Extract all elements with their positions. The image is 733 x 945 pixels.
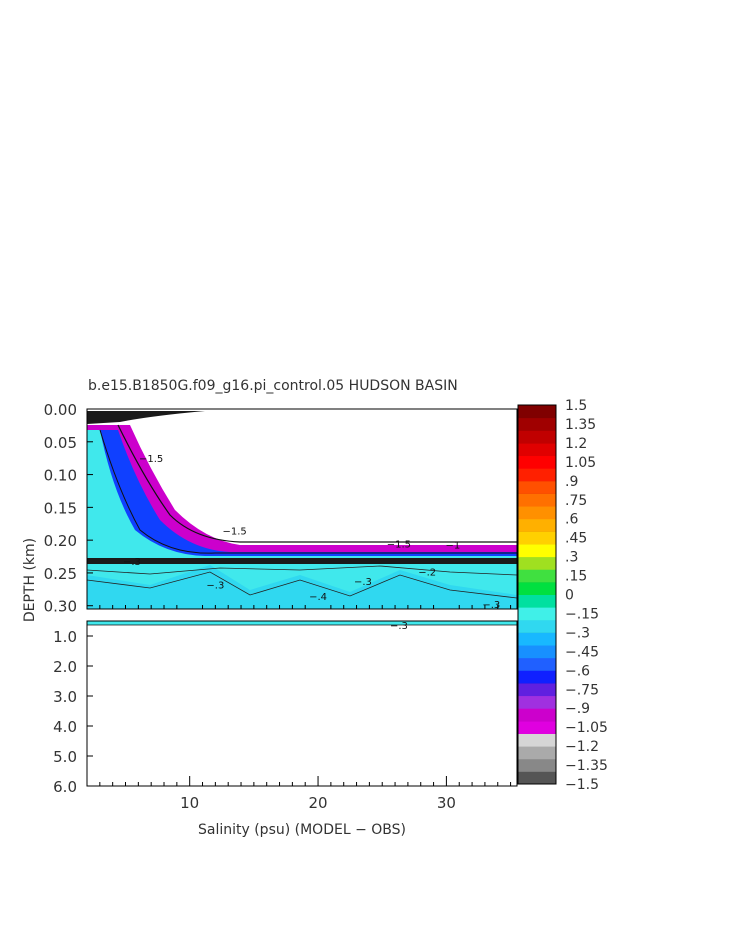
contour-line-deep-2	[87, 565, 517, 576]
colorbar-swatch	[518, 581, 556, 595]
y-tick-label: 2.0	[53, 658, 77, 676]
y-tick-label: 4.0	[53, 718, 77, 736]
contour-label: −1	[445, 541, 460, 552]
y-tick-label: 0.00	[44, 401, 77, 419]
y-tick-label: 0.05	[44, 434, 77, 452]
contour-label: −.3	[123, 557, 141, 568]
colorbar-swatch	[518, 417, 556, 431]
lower-panel	[87, 621, 517, 786]
colorbar-swatch	[518, 619, 556, 633]
contour-label: −.3	[482, 600, 500, 611]
contour-label: −1.5	[222, 526, 246, 537]
colorbar-tick-label: .45	[565, 531, 587, 547]
colorbar-swatch	[518, 645, 556, 659]
contour-line-deep	[87, 571, 517, 599]
colorbar-swatch	[518, 543, 556, 558]
colorbar-swatch	[518, 405, 556, 419]
colorbar-swatch	[518, 455, 556, 469]
contour-label: −.3	[354, 577, 372, 588]
colorbar-tick-label: −1.05	[565, 720, 608, 736]
y-tick-label: 5.0	[53, 748, 77, 766]
colorbar-tick-label: 1.5	[565, 398, 587, 414]
colorbar-frame	[517, 404, 557, 785]
contour-label: −.3	[206, 581, 224, 592]
colorbar-tick-label: −.75	[565, 682, 599, 698]
y-tick-label: 6.0	[53, 778, 77, 796]
colorbar-tick-label: .6	[565, 512, 578, 528]
colorbar-tick-label: −1.2	[565, 739, 599, 755]
colorbar-swatch	[518, 682, 556, 697]
y-tick-label: 0.10	[44, 467, 77, 485]
colorbar-tick-label: .9	[565, 474, 578, 490]
colorbar-swatch	[518, 569, 556, 583]
x-tick-label: 20	[308, 794, 327, 812]
colorbar-tick-label: −.3	[565, 625, 590, 641]
colorbar-tick-label: 1.2	[565, 436, 587, 452]
colorbar-swatch	[518, 695, 556, 709]
contour-label: −1.5	[139, 454, 163, 465]
colorbar-swatch	[518, 708, 556, 722]
colorbar-tick-label: −.45	[565, 644, 599, 660]
colorbar-swatch	[518, 556, 556, 570]
colorbar-swatch	[518, 746, 556, 760]
x-tick-label: 30	[437, 794, 456, 812]
colorbar-tick-label: −1.35	[565, 758, 608, 774]
axes: 10 20 30 0.00 0.05 0.10 0.15 0.20 0.25 0.30 1.0 2.0…	[44, 401, 512, 812]
colorbar-swatch	[518, 442, 556, 457]
y-tick-label: 1.0	[53, 628, 77, 646]
colorbar-swatch	[518, 468, 556, 482]
colorbar-swatch	[518, 518, 556, 532]
colorbar-swatch	[518, 594, 556, 608]
colorbar-swatch	[518, 480, 556, 494]
field-cyan-wedge	[87, 430, 517, 560]
y-tick-label: 0.30	[44, 598, 77, 616]
contour-line-front-2	[99, 429, 517, 554]
colorbar-tick-label: 1.05	[565, 455, 596, 471]
lower-panel-frame	[86, 620, 518, 787]
y-tick-label: 0.25	[44, 565, 77, 583]
colorbar-tick-label: −1.5	[565, 777, 599, 793]
colorbar-swatch	[518, 632, 556, 646]
colorbar-swatch	[518, 670, 556, 684]
contour-label: −.2	[418, 568, 436, 579]
colorbar-swatch	[518, 430, 556, 444]
y-tick-label: 0.20	[44, 532, 77, 550]
x-tick-label: 10	[180, 794, 199, 812]
colorbar-swatch	[518, 771, 556, 785]
contour-line-front	[117, 424, 517, 543]
colorbar-swatch	[518, 758, 556, 772]
colorbar-swatch	[518, 733, 556, 747]
colorbar-swatch	[518, 607, 556, 621]
colorbar-tick-label: −.6	[565, 663, 590, 679]
colorbar-tick-label: 1.35	[565, 417, 596, 433]
colorbar-swatch	[518, 657, 556, 671]
colorbar-swatch	[518, 531, 556, 545]
y-tick-label: 0.15	[44, 499, 77, 517]
colorbar-swatch	[518, 493, 556, 507]
contour-label: −.4	[309, 592, 327, 603]
colorbar-tick-label: 0	[565, 588, 574, 604]
colorbar: 1.5 1.35 1.2 1.05 .9 .75 .6 .45 .3 .15 0 −.15 −.3 −.4…	[517, 398, 608, 793]
colorbar-swatch	[518, 720, 556, 734]
contour-label: −.3	[390, 621, 408, 632]
colorbar-swatch	[518, 506, 556, 520]
colorbar-tick-label: .3	[565, 550, 578, 566]
colorbar-tick-label: −.15	[565, 606, 599, 622]
y-tick-label: 3.0	[53, 688, 77, 706]
colorbar-tick-label: .15	[565, 569, 587, 585]
upper-panel	[87, 409, 517, 609]
field-surface-intrusion	[87, 411, 205, 424]
colorbar-tick-label: −.9	[565, 701, 590, 717]
contour-black-band	[87, 558, 517, 564]
x-axis-label: Salinity (psu) (MODEL − OBS)	[198, 822, 406, 838]
colorbar-tick-label: .75	[565, 493, 587, 509]
chart-title: b.e15.B1850G.f09_g16.pi_control.05 HUDSO…	[88, 378, 458, 394]
contour-labels: −1.5 −1.5 −1.5 −1 −.3 −.3 −.3 −.2 −.4 −.3 −.3	[123, 454, 500, 632]
lower-thin-layer	[87, 621, 517, 625]
contour-label: −1.5	[387, 539, 411, 550]
upper-panel-frame	[86, 408, 518, 610]
y-axis-label: DEPTH (km)	[22, 538, 38, 622]
